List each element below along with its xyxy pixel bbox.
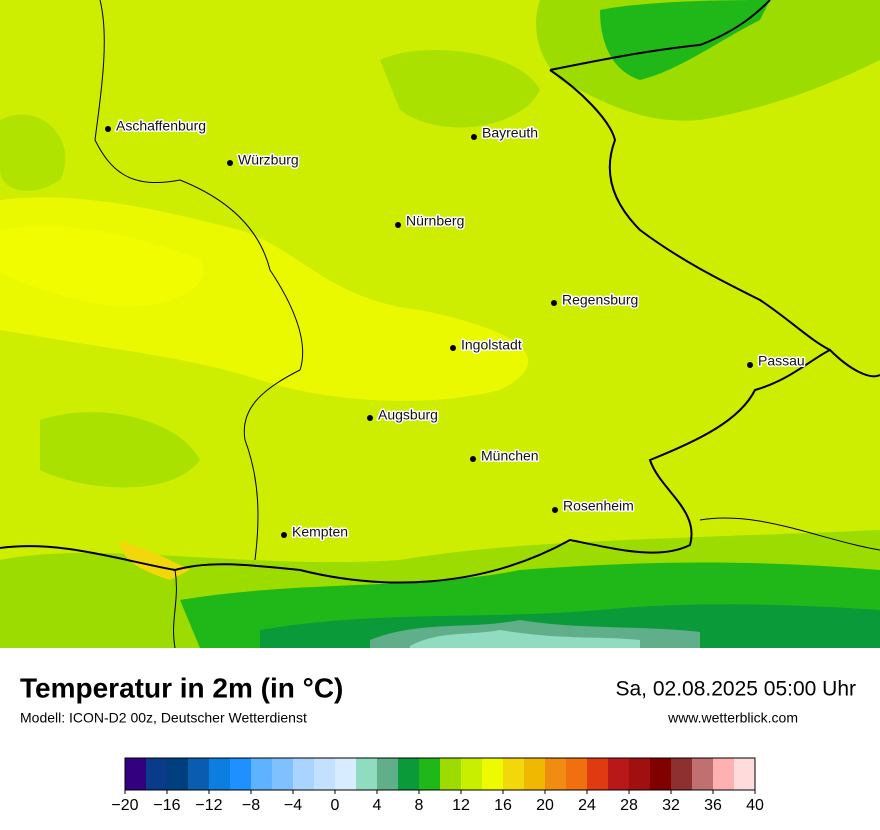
colorbar-frame	[124, 757, 756, 791]
city-label: Nürnberg	[406, 213, 464, 229]
color-swatch	[524, 758, 546, 790]
color-swatch	[398, 758, 420, 790]
city-label: Passau	[758, 353, 805, 369]
color-swatch	[419, 758, 441, 790]
color-swatch	[629, 758, 651, 790]
tick-label: 28	[620, 797, 638, 814]
tick-label: 0	[331, 797, 340, 814]
title: Temperatur in 2m (in °C)	[20, 672, 343, 703]
tick-label: −20	[111, 797, 138, 814]
tick-label: −16	[153, 797, 180, 814]
color-swatch	[209, 758, 231, 790]
color-swatch	[650, 758, 672, 790]
colorbar: −20 −16 −12 −8 −4 0 4 8 12 16 20 24 28 32 36 40	[111, 757, 764, 814]
color-swatch	[482, 758, 504, 790]
color-swatch	[272, 758, 294, 790]
color-swatch	[545, 758, 567, 790]
tick-label: 12	[452, 797, 470, 814]
tick-label: −12	[195, 797, 222, 814]
tick-label: 20	[536, 797, 554, 814]
color-swatch	[503, 758, 525, 790]
tick-label: 4	[373, 797, 382, 814]
color-swatch	[587, 758, 609, 790]
city-label: Bayreuth	[482, 125, 538, 141]
tick-label: 36	[704, 797, 722, 814]
tick-label: 8	[415, 797, 424, 814]
city-label: München	[481, 448, 539, 464]
color-swatch	[188, 758, 210, 790]
color-swatch	[293, 758, 315, 790]
color-swatch	[377, 758, 399, 790]
city-label: Rosenheim	[563, 498, 634, 514]
city-label: Ingolstadt	[461, 337, 522, 353]
color-swatch	[671, 758, 693, 790]
tick-label: −8	[242, 797, 260, 814]
color-swatch	[167, 758, 189, 790]
color-swatch	[692, 758, 714, 790]
color-swatch	[713, 758, 735, 790]
city-label: Augsburg	[378, 407, 438, 423]
color-swatch	[566, 758, 588, 790]
color-swatch	[230, 758, 252, 790]
city-label: Würzburg	[238, 152, 299, 168]
url: www.wetterblick.com	[667, 710, 798, 726]
subtitle: Modell: ICON-D2 00z, Deutscher Wetterdie…	[20, 710, 307, 726]
tick-label: 40	[746, 797, 764, 814]
tick-label: −4	[284, 797, 302, 814]
tick-label: 32	[662, 797, 680, 814]
color-swatch	[608, 758, 630, 790]
city-label: Regensburg	[562, 292, 638, 308]
color-swatch	[335, 758, 357, 790]
map	[0, 0, 880, 649]
color-swatch	[125, 758, 147, 790]
color-swatch	[146, 758, 168, 790]
color-swatch	[251, 758, 273, 790]
tick-label: 24	[578, 797, 596, 814]
color-swatch	[461, 758, 483, 790]
color-swatch	[734, 758, 756, 790]
borders	[0, 0, 880, 649]
date: Sa, 02.08.2025 05:00 Uhr	[615, 678, 856, 701]
color-swatch	[440, 758, 462, 790]
city-label: Kempten	[292, 524, 348, 540]
cities: Aschaffenburg Würzburg Bayreuth Nürnberg…	[105, 116, 806, 541]
tick-label: 16	[494, 797, 512, 814]
color-swatch	[356, 758, 378, 790]
color-swatch	[314, 758, 336, 790]
city-label: Aschaffenburg	[116, 118, 206, 134]
